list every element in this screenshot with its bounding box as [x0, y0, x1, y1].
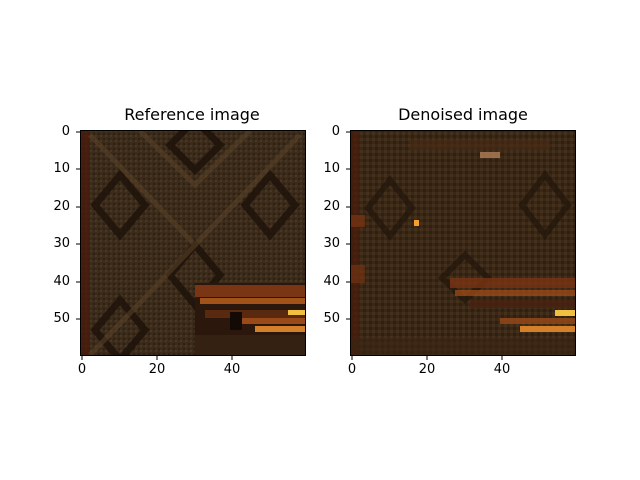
denoised-ytick-label: 40 [323, 274, 340, 289]
denoised-xticks [351, 356, 503, 360]
reference-xticks [81, 356, 233, 360]
denoised-ytick-label: 0 [331, 124, 340, 139]
reference-xtick-label: 0 [77, 362, 87, 377]
reference-ytick-label: 40 [53, 274, 70, 289]
denoised-ytick-label: 20 [323, 199, 340, 214]
reference-image [81, 131, 305, 355]
denoised-xtick-label: 0 [347, 362, 357, 377]
denoised-ytick-label: 50 [323, 311, 340, 326]
denoised-ytick-label: 30 [323, 236, 340, 251]
reference-ytick-label: 50 [53, 311, 70, 326]
panel-title-denoised: Denoised image [398, 105, 528, 124]
denoised-yticks [346, 131, 350, 320]
reference-yticks [76, 131, 80, 320]
panel-title-reference: Reference image [124, 105, 260, 124]
reference-ytick-label: 10 [53, 161, 70, 176]
denoised-image [351, 131, 575, 355]
reference-ytick-label: 0 [61, 124, 70, 139]
reference-ytick-label: 30 [53, 236, 70, 251]
reference-xtick-label: 20 [148, 362, 166, 377]
reference-xtick-label: 40 [223, 362, 241, 377]
reference-ytick-label: 20 [53, 199, 70, 214]
denoised-ytick-label: 10 [323, 161, 340, 176]
denoised-xtick-label: 20 [418, 362, 436, 377]
denoised-xtick-label: 40 [493, 362, 511, 377]
